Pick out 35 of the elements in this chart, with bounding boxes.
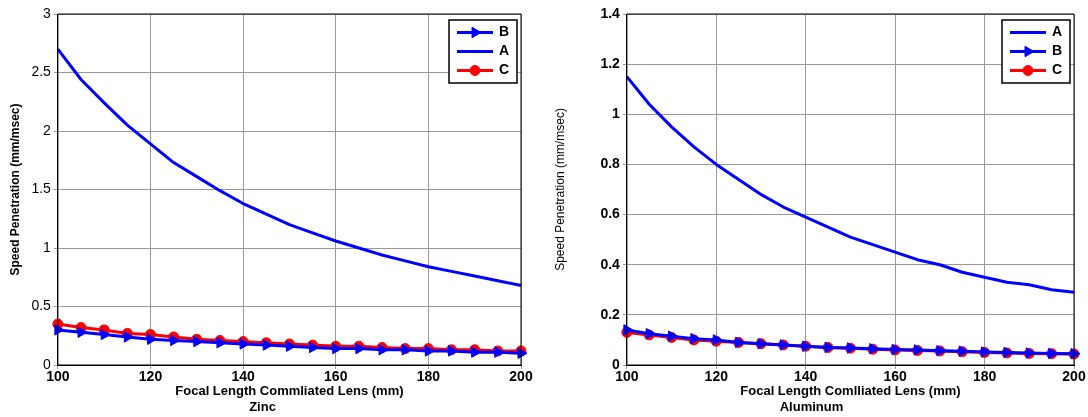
y-tick-label: 2.5 xyxy=(31,63,52,80)
x-tick-label: 140 xyxy=(794,368,818,385)
text: Aluminum xyxy=(779,398,844,414)
y-tick-label: 1.4 xyxy=(600,4,621,21)
x-tick-label: 160 xyxy=(324,368,348,385)
y-tick-label: 0.4 xyxy=(600,255,621,272)
x-axis-title: Focal Length Commliated Lens (mm) xyxy=(175,383,404,399)
x-tick-label: 120 xyxy=(138,368,163,385)
legend-label: A xyxy=(499,42,510,59)
legend-label: A xyxy=(1052,23,1063,40)
y-tick-label: 0.6 xyxy=(600,205,621,222)
y-axis-title: Speed Penetration (mm/msec) xyxy=(552,108,567,271)
y-tick-label: 1.5 xyxy=(31,180,52,197)
x-tick-label: 180 xyxy=(972,368,997,385)
legend-label: B xyxy=(1052,42,1063,59)
y-tick-label: 1 xyxy=(612,105,621,122)
x-tick-label: 200 xyxy=(509,368,533,385)
y-tick-label: 0.8 xyxy=(600,155,621,172)
x-tick-label: 200 xyxy=(1062,368,1086,385)
legend-label: C xyxy=(499,61,510,78)
legend-label: C xyxy=(1052,61,1063,78)
y-axis-title: Speed Penetration (mm/msec) xyxy=(7,103,22,276)
text: Zinc xyxy=(249,398,276,414)
y-tick-label: 0.5 xyxy=(31,297,52,314)
y-tick-label: 2 xyxy=(43,121,52,138)
x-tick-label: 140 xyxy=(231,368,256,385)
legend-label: B xyxy=(499,23,510,40)
y-tick-label: 3 xyxy=(43,4,52,21)
y-tick-label: 1.2 xyxy=(600,55,621,71)
y-tick-label: 0.2 xyxy=(600,305,621,322)
y-tick-label: 1 xyxy=(43,238,52,255)
x-tick-label: 180 xyxy=(416,368,441,385)
x-tick-label: 120 xyxy=(704,368,729,385)
x-tick-label: 160 xyxy=(883,368,908,385)
x-axis-title: Focal Length Comlliated Lens (mm) xyxy=(740,383,961,399)
